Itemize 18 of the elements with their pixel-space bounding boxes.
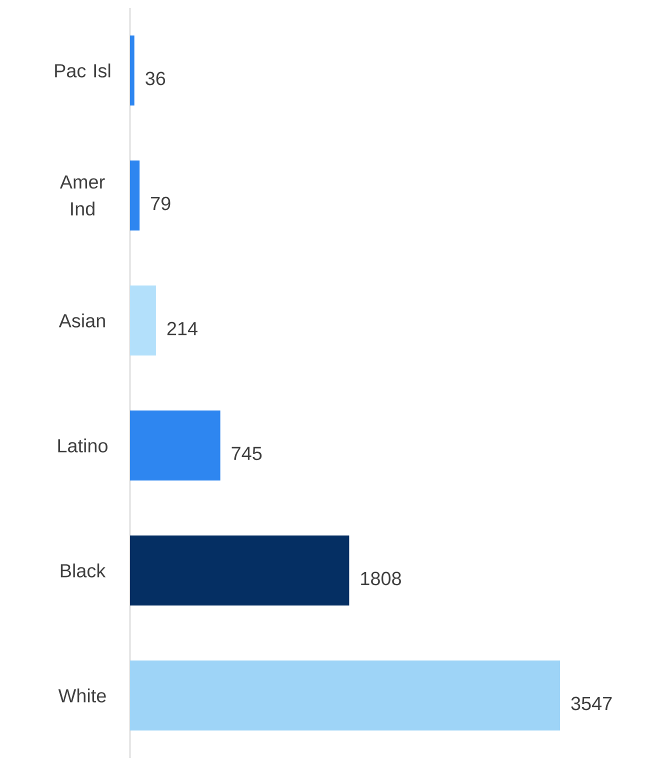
data-label: 3547	[571, 696, 612, 710]
y-tick-label: Asian	[58, 314, 105, 328]
y-tick-label: White	[58, 688, 106, 702]
data-label: 1808	[361, 572, 401, 586]
bar	[130, 536, 350, 606]
data-label: 745	[232, 446, 262, 460]
data-label: 214	[167, 322, 198, 336]
y-tick-label: Pac Isl	[55, 64, 110, 78]
data-label: 79	[151, 196, 170, 210]
data-label: 36	[146, 72, 166, 86]
y-tick-label: Black	[60, 564, 106, 578]
bar	[130, 36, 134, 106]
bar	[130, 660, 560, 731]
y-tick-label: Amer Ind	[60, 175, 105, 216]
bar	[130, 160, 140, 231]
y-tick-label: Latino	[58, 438, 108, 452]
bar	[130, 410, 220, 481]
bar	[130, 286, 156, 356]
